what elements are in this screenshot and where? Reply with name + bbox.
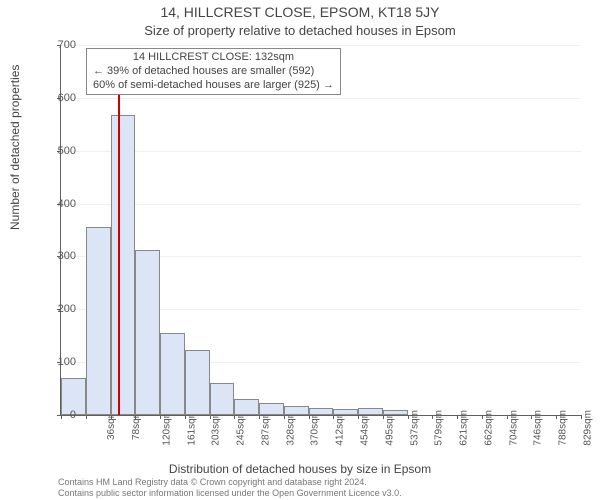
histogram-bar bbox=[234, 399, 259, 415]
property-marker-line bbox=[118, 82, 120, 415]
chart-subtitle: Size of property relative to detached ho… bbox=[0, 23, 600, 38]
y-axis-label: Number of detached properties bbox=[8, 65, 22, 230]
histogram-bar bbox=[333, 409, 358, 415]
x-axis-label: Distribution of detached houses by size … bbox=[0, 462, 600, 476]
property-size-chart: 14, HILLCREST CLOSE, EPSOM, KT18 5JY Siz… bbox=[0, 0, 600, 500]
x-tick-label: 704sqm bbox=[508, 410, 519, 446]
x-tick-label: 829sqm bbox=[582, 410, 593, 446]
x-tick-label: 788sqm bbox=[558, 410, 569, 446]
x-tick-label: 161sqm bbox=[186, 410, 197, 446]
x-tick-label: 662sqm bbox=[483, 410, 494, 446]
x-tick-label: 370sqm bbox=[310, 410, 321, 446]
x-tick-label: 412sqm bbox=[335, 410, 346, 446]
histogram-bar bbox=[135, 250, 160, 415]
y-tick-label: 0 bbox=[40, 409, 76, 421]
x-tick-label: 579sqm bbox=[434, 410, 445, 446]
y-tick-label: 300 bbox=[40, 250, 76, 262]
annotation-size: 14 HILLCREST CLOSE: 132sqm bbox=[93, 51, 334, 65]
x-tick-label: 287sqm bbox=[261, 410, 272, 446]
y-tick-label: 700 bbox=[40, 39, 76, 51]
x-tick-label: 537sqm bbox=[409, 410, 420, 446]
x-tick-label: 120sqm bbox=[161, 410, 172, 446]
y-tick-label: 600 bbox=[40, 92, 76, 104]
x-tick-label: 454sqm bbox=[360, 410, 371, 446]
histogram-bar bbox=[358, 408, 383, 415]
page-title: 14, HILLCREST CLOSE, EPSOM, KT18 5JY bbox=[0, 4, 600, 20]
x-tick-label: 245sqm bbox=[236, 410, 247, 446]
x-tick-label: 495sqm bbox=[384, 410, 395, 446]
histogram-bar bbox=[210, 383, 235, 415]
histogram-bar bbox=[160, 333, 185, 415]
x-tick-label: 328sqm bbox=[285, 410, 296, 446]
histogram-bar bbox=[86, 227, 111, 415]
histogram-bar bbox=[259, 403, 284, 415]
property-annotation: 14 HILLCREST CLOSE: 132sqm← 39% of detac… bbox=[86, 48, 341, 95]
histogram-bar bbox=[185, 350, 210, 415]
x-tick-label: 203sqm bbox=[211, 410, 222, 446]
y-tick-label: 100 bbox=[40, 356, 76, 368]
y-tick-label: 500 bbox=[40, 145, 76, 157]
histogram-bar bbox=[284, 406, 309, 416]
histogram-bar bbox=[383, 410, 408, 415]
annotation-larger: 60% of semi-detached houses are larger (… bbox=[93, 79, 334, 93]
chart-plot-area: 36sqm78sqm120sqm161sqm203sqm245sqm287sqm… bbox=[60, 45, 581, 416]
y-tick-label: 200 bbox=[40, 303, 76, 315]
histogram-bar bbox=[111, 115, 136, 415]
y-tick-label: 400 bbox=[40, 198, 76, 210]
annotation-smaller: ← 39% of detached houses are smaller (59… bbox=[93, 65, 334, 79]
x-tick-label: 621sqm bbox=[459, 410, 470, 446]
footnote: Contains HM Land Registry data © Crown c… bbox=[58, 477, 402, 498]
x-tick-label: 746sqm bbox=[533, 410, 544, 446]
histogram-bar bbox=[309, 408, 334, 415]
